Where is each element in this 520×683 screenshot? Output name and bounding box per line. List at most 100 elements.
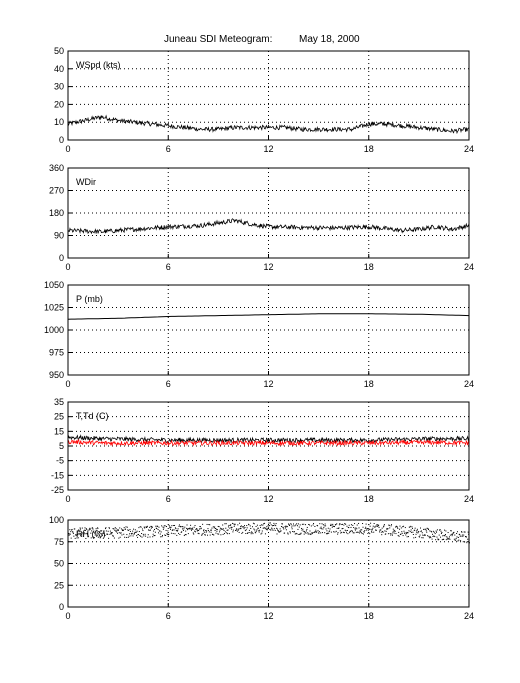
data-point — [90, 537, 92, 539]
data-point — [329, 528, 331, 530]
data-point — [212, 526, 214, 528]
data-point — [301, 523, 303, 525]
data-point — [328, 532, 330, 534]
data-point — [85, 528, 87, 530]
data-point — [394, 530, 396, 532]
data-point — [298, 533, 300, 535]
data-point — [178, 532, 180, 534]
data-point — [437, 538, 439, 540]
data-point — [88, 528, 90, 530]
data-point — [255, 525, 257, 527]
data-point — [346, 525, 348, 527]
data-point — [445, 530, 447, 532]
data-point — [273, 522, 275, 524]
data-point — [247, 532, 249, 534]
series-rh-dots — [68, 522, 470, 544]
data-point — [256, 524, 258, 526]
data-point — [407, 536, 409, 538]
panel-temp-dewpoint: 0 6 12 18 24 -25 -15 -5 5 15 25 35 T,Td (C) — [51, 397, 474, 504]
data-point — [364, 528, 366, 530]
data-point — [117, 532, 119, 534]
data-point — [310, 534, 312, 536]
data-point — [81, 527, 83, 529]
data-point — [464, 541, 466, 543]
data-point — [69, 529, 71, 531]
data-point — [172, 529, 174, 531]
data-point — [336, 523, 338, 525]
data-point — [145, 526, 147, 528]
data-point — [173, 524, 175, 526]
data-point — [391, 534, 393, 536]
data-point — [186, 524, 188, 526]
data-point — [309, 530, 311, 532]
data-point — [156, 528, 158, 530]
panel-label-wspd: WSpd (kts) — [76, 60, 121, 70]
data-point — [101, 533, 103, 535]
data-point — [70, 531, 72, 533]
data-point — [203, 529, 205, 531]
data-point — [165, 534, 167, 536]
data-point — [381, 534, 383, 536]
data-point — [70, 537, 72, 539]
data-point — [117, 529, 119, 531]
data-point — [136, 530, 138, 532]
data-point — [121, 534, 123, 536]
data-point — [83, 532, 85, 534]
data-point — [142, 533, 144, 535]
data-point — [371, 529, 373, 531]
data-point — [295, 532, 297, 534]
data-point — [461, 534, 463, 536]
data-point — [410, 529, 412, 531]
data-point — [99, 531, 101, 533]
data-point — [219, 529, 221, 531]
data-point — [90, 532, 92, 534]
data-point — [332, 523, 334, 525]
data-point — [234, 523, 236, 525]
x-tick-label: 6 — [166, 494, 171, 504]
data-point — [211, 527, 213, 529]
data-point — [137, 533, 139, 535]
y-tick-label: 360 — [49, 163, 64, 173]
data-point — [233, 523, 235, 525]
data-point — [436, 536, 438, 538]
data-point — [243, 525, 245, 527]
y-tick-label: 1050 — [44, 280, 64, 290]
data-point — [359, 530, 361, 532]
data-point — [420, 531, 422, 533]
data-point — [132, 530, 134, 532]
data-point — [431, 531, 433, 533]
data-point — [102, 533, 104, 535]
data-point — [94, 534, 96, 536]
data-point — [191, 527, 193, 529]
data-point — [358, 532, 360, 534]
data-point — [121, 528, 123, 530]
data-point — [460, 531, 462, 533]
data-point — [313, 522, 315, 524]
data-point — [223, 533, 225, 535]
data-point — [260, 533, 262, 535]
data-point — [388, 525, 390, 527]
data-point — [307, 532, 309, 534]
data-point — [360, 529, 362, 531]
data-point — [154, 531, 156, 533]
data-point — [164, 525, 166, 527]
x-tick-label: 0 — [65, 494, 70, 504]
data-point — [391, 524, 393, 526]
data-point — [305, 524, 307, 526]
data-point — [163, 527, 165, 529]
data-point — [161, 525, 163, 527]
data-point — [82, 532, 84, 534]
data-point — [150, 527, 152, 529]
data-point — [302, 530, 304, 532]
data-point — [254, 529, 256, 531]
data-point — [282, 527, 284, 529]
data-point — [344, 523, 346, 525]
data-point — [155, 525, 157, 527]
data-point — [330, 523, 332, 525]
data-point — [161, 536, 163, 538]
data-point — [123, 527, 125, 529]
data-point — [122, 530, 124, 532]
data-point — [209, 524, 211, 526]
data-point — [368, 529, 370, 531]
data-point — [303, 533, 305, 535]
